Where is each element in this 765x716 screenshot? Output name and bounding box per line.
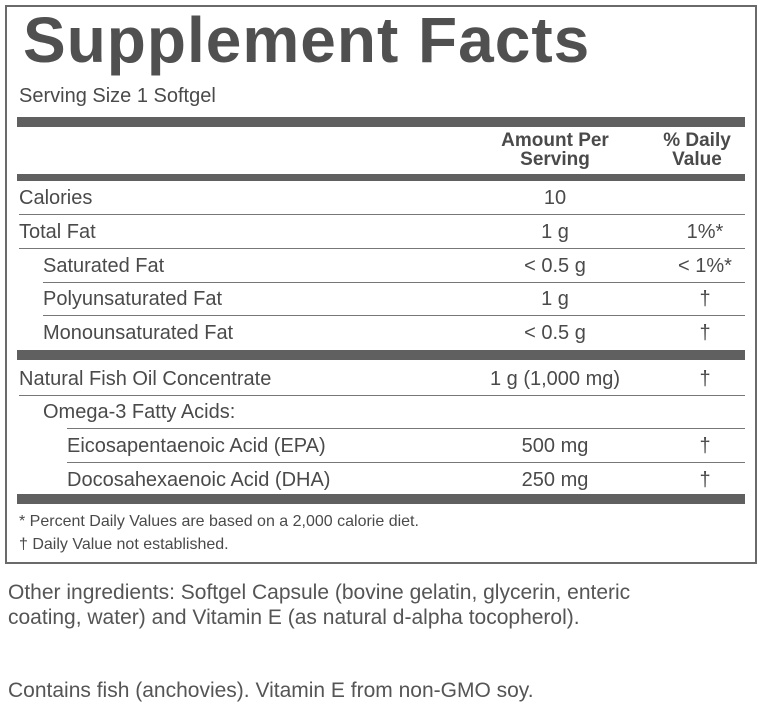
divider bbox=[67, 462, 745, 463]
bar bbox=[17, 117, 745, 127]
amount: 500 mg bbox=[521, 435, 589, 457]
serving-size: Serving Size 1 Softgel bbox=[19, 85, 216, 107]
other-ingredients: Other ingredients: Softgel Capsule (bovi… bbox=[8, 581, 631, 629]
facts-panel: Supplement Facts Serving Size 1 Softgel … bbox=[5, 4, 757, 564]
amount: 250 mg bbox=[521, 469, 589, 491]
row-label: Eicosapentaenoic Acid (EPA) bbox=[67, 435, 326, 457]
allergen-statement: Contains fish (anchovies). Vitamin E fro… bbox=[8, 679, 534, 702]
divider bbox=[19, 248, 745, 249]
bar bbox=[17, 350, 745, 360]
divider bbox=[19, 214, 745, 215]
daily-value: † bbox=[699, 469, 711, 491]
divider bbox=[43, 315, 745, 316]
daily-value: † bbox=[699, 288, 711, 310]
row-label: Total Fat bbox=[19, 221, 96, 243]
amount: 10 bbox=[543, 187, 567, 209]
amount: 1 g bbox=[541, 221, 569, 243]
row-label: Docosahexaenoic Acid (DHA) bbox=[67, 469, 331, 491]
amount: < 0.5 g bbox=[524, 255, 586, 277]
column-header: % Daily Value bbox=[663, 130, 731, 170]
row-label: Natural Fish Oil Concentrate bbox=[19, 368, 272, 390]
bar bbox=[17, 494, 745, 504]
divider bbox=[67, 428, 745, 429]
row-label: Monounsaturated Fat bbox=[43, 322, 234, 344]
footnote: * Percent Daily Values are based on a 2,… bbox=[19, 513, 419, 530]
amount: 1 g bbox=[541, 288, 569, 310]
divider bbox=[43, 282, 745, 283]
daily-value: < 1%* bbox=[678, 255, 732, 277]
amount: 1 g (1,000 mg) bbox=[489, 368, 621, 390]
divider bbox=[19, 395, 745, 396]
row-label: Omega-3 Fatty Acids: bbox=[43, 401, 236, 423]
row-label: Saturated Fat bbox=[43, 255, 165, 277]
column-header: Amount Per Serving bbox=[501, 130, 609, 170]
row-label: Polyunsaturated Fat bbox=[43, 288, 222, 310]
daily-value: † bbox=[699, 368, 711, 390]
footnote: † Daily Value not established. bbox=[19, 536, 229, 553]
daily-value: † bbox=[699, 322, 711, 344]
daily-value: 1%* bbox=[686, 221, 724, 243]
daily-value: † bbox=[699, 435, 711, 457]
title: Supplement Facts bbox=[23, 4, 591, 76]
amount: < 0.5 g bbox=[524, 322, 586, 344]
bar bbox=[17, 174, 745, 181]
row-label: Calories bbox=[19, 187, 93, 209]
